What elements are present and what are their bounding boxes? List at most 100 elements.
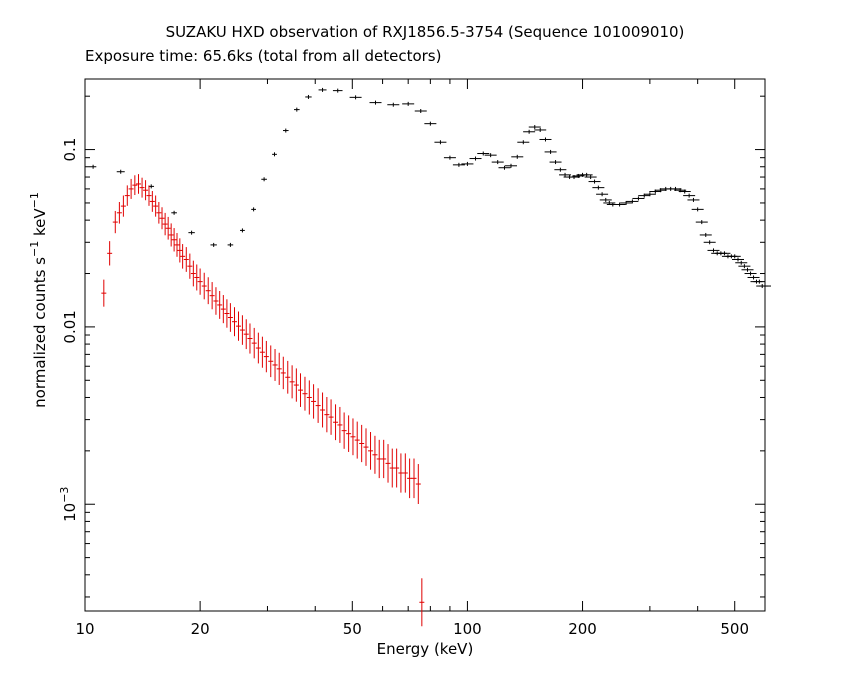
data-point — [177, 238, 183, 263]
data-point — [236, 311, 242, 341]
data-point — [707, 248, 720, 253]
data-point — [683, 193, 696, 198]
data-point — [359, 424, 365, 463]
data-point — [280, 356, 286, 390]
data-point — [626, 199, 639, 204]
y-axis-label: normalized counts s−1 keV−1 — [28, 192, 49, 408]
data-point — [753, 279, 766, 284]
y-tick-label: 0.01 — [61, 310, 79, 343]
data-point — [247, 323, 253, 354]
data-point — [315, 388, 321, 423]
data-point — [620, 200, 633, 205]
data-point — [368, 431, 374, 470]
data-point — [171, 210, 177, 215]
data-point — [372, 435, 378, 474]
data-point — [209, 282, 215, 310]
data-point — [718, 251, 731, 256]
y-axis-label-part2: keV — [31, 208, 49, 241]
data-point — [732, 257, 745, 262]
data-point — [498, 165, 511, 170]
data-point — [302, 376, 308, 411]
data-point — [424, 121, 437, 126]
data-point — [143, 180, 149, 201]
data-point — [251, 207, 257, 212]
data-point — [588, 179, 601, 184]
data-point — [135, 174, 141, 194]
data-point — [171, 228, 177, 252]
data-point — [369, 100, 382, 105]
data-point — [306, 380, 312, 415]
data-point — [381, 439, 387, 479]
data-point — [149, 191, 155, 212]
data-point — [580, 172, 593, 177]
y-axis-label-part1: normalized counts s — [31, 257, 49, 408]
y-tick-labels: 0.1 0.01 10−3 — [58, 138, 79, 522]
data-point — [337, 406, 343, 443]
data-point — [341, 412, 347, 449]
data-point — [227, 242, 234, 247]
data-point — [190, 260, 196, 287]
data-point — [747, 275, 760, 280]
y-axis-label-sup1: −1 — [28, 241, 41, 257]
x-tick-label: 200 — [568, 620, 597, 638]
data-point — [162, 212, 168, 236]
data-point — [243, 319, 249, 350]
data-point — [174, 233, 180, 257]
data-point — [695, 220, 708, 225]
chart-subtitle: Exposure time: 65.6ks (total from all de… — [85, 47, 441, 65]
x-tick-label: 50 — [343, 620, 362, 638]
data-point — [402, 101, 415, 106]
data-point — [387, 102, 400, 107]
data-point — [294, 107, 300, 112]
data-point — [434, 140, 447, 145]
x-tick-labels: 10 20 50 100 200 500 — [75, 620, 749, 638]
data-point — [333, 404, 339, 441]
data-point — [116, 201, 122, 224]
x-tick-label: 100 — [453, 620, 482, 638]
data-point — [232, 307, 238, 337]
x-tick-label: 500 — [720, 620, 749, 638]
data-point — [738, 264, 751, 269]
data-point — [523, 129, 536, 134]
data-point — [120, 195, 126, 217]
data-point — [354, 421, 360, 459]
data-point — [332, 88, 343, 93]
y-tick-label-base: 10 — [61, 503, 79, 522]
data-point — [268, 345, 274, 378]
data-point — [469, 156, 482, 161]
x-tick-label: 20 — [191, 620, 210, 638]
data-point — [297, 373, 303, 407]
data-point — [116, 169, 125, 174]
data-point — [643, 192, 656, 197]
y-tick-label: 10−3 — [58, 487, 79, 522]
data-point — [328, 399, 334, 435]
data-point — [261, 177, 267, 182]
data-point — [592, 185, 605, 190]
data-point — [320, 392, 326, 428]
data-point — [376, 439, 382, 479]
data-point — [407, 458, 413, 499]
chart-title: SUZAKU HXD observation of RXJ1856.5-3754… — [166, 23, 685, 41]
data-point — [539, 137, 552, 142]
data-point — [263, 340, 269, 373]
data-point — [452, 162, 465, 167]
data-point — [741, 267, 754, 272]
y-axis-label-sup2: −1 — [28, 192, 41, 208]
data-point — [311, 384, 317, 419]
data-point — [159, 207, 165, 230]
data-point — [596, 192, 609, 197]
data-point — [272, 349, 278, 381]
data-point — [168, 223, 174, 247]
data-point — [139, 177, 145, 198]
data-point — [528, 125, 541, 130]
data-point — [691, 207, 704, 212]
data-point — [461, 161, 474, 166]
data-point — [402, 453, 408, 493]
data-point — [251, 327, 257, 359]
data-point — [559, 172, 572, 177]
data-point — [394, 448, 400, 488]
data-point — [210, 242, 217, 247]
data-point — [146, 185, 152, 206]
data-point — [414, 109, 427, 114]
